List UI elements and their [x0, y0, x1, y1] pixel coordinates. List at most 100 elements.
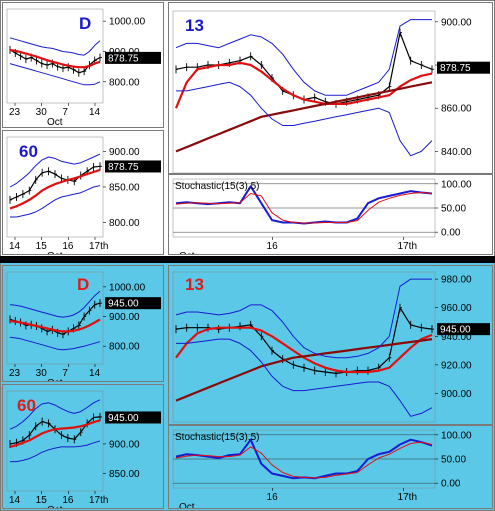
bot-13-svg: 980.00 960.00 940.00 920.00 900.00 945.00 13 — [172, 271, 490, 423]
y-tick-label: 900.00 — [441, 17, 472, 28]
stochastic-title: Stochastic(15(3),5) — [175, 181, 259, 192]
series-band_lower — [9, 63, 101, 86]
series-ma_long — [175, 81, 433, 153]
series-ma — [9, 168, 101, 210]
top-60-svg: 900.00 850.00 800.00 878.75 60 14 15 16 17th Oct — [6, 136, 161, 254]
x-sublabel: Oct — [47, 378, 63, 381]
x-tick-label: 14 — [89, 107, 101, 118]
x-tick-label: 16 — [267, 241, 279, 252]
stochastic-title: Stochastic(15(3),5) — [175, 432, 259, 443]
x-sublabel: Oct — [47, 117, 63, 127]
series-band_upper — [175, 19, 432, 96]
x-tick-label: 23 — [9, 107, 21, 118]
x-tick-label: 17th — [89, 241, 108, 252]
bottom-13min-chart[interactable]: 980.00 960.00 940.00 920.00 900.00 945.00 13 — [168, 265, 493, 425]
last-price-label: 878.75 — [108, 53, 139, 64]
series-band_upper — [9, 290, 101, 318]
x-tick-label: 16 — [267, 492, 279, 503]
series-ma — [174, 61, 433, 109]
bottom-60min-chart[interactable]: 900.00 850.00 945.00 60 14 15 16 17th Oct — [2, 384, 164, 509]
y-tick-label: 940.00 — [441, 332, 472, 343]
last-price-label: 945.00 — [108, 413, 139, 424]
bot-daily-svg: 1000.00 900.00 800.00 945.00 D 23 30 7 14 Oct — [6, 271, 161, 381]
series-stoch_d — [175, 192, 433, 224]
top-60min-chart[interactable]: 900.00 850.00 800.00 878.75 60 14 15 16 17th Oct — [2, 130, 164, 255]
y-tick-label: 0.00 — [441, 228, 461, 239]
last-price-label: 878.75 — [108, 162, 139, 173]
timeframe-title: 60 — [17, 396, 36, 415]
section-divider — [0, 256, 495, 263]
x-tick-label: 23 — [9, 368, 21, 379]
series-band_lower — [176, 81, 433, 157]
y-tick-label: 50.00 — [441, 204, 466, 215]
y-tick-label: 900.00 — [109, 147, 140, 158]
timeframe-title: 13 — [185, 275, 204, 294]
series-band_lower — [9, 336, 101, 351]
y-tick-label: 840.00 — [441, 147, 472, 158]
series-band_lower — [10, 440, 101, 463]
series-stoch_d — [175, 441, 433, 479]
last-price-label: 945.00 — [108, 299, 139, 310]
y-tick-label: 900.00 — [109, 312, 140, 323]
series-band_lower — [176, 338, 433, 417]
series-ma — [175, 326, 433, 374]
plot-frame — [172, 271, 436, 423]
y-tick-label: 1000.00 — [109, 17, 146, 28]
y-tick-label: 50.00 — [441, 455, 466, 466]
top-stochastic-chart[interactable]: 100.00 50.00 0.00 Stochastic(15(3),5) 16 17th… — [168, 174, 493, 255]
x-tick-label: 15 — [36, 495, 48, 506]
last-price-label: 878.75 — [440, 63, 471, 74]
x-tick-label: 14 — [9, 495, 21, 506]
last-price-box — [105, 160, 161, 173]
last-price-box — [105, 51, 161, 64]
y-tick-label: 980.00 — [441, 275, 472, 286]
x-tick-label: 15 — [36, 241, 48, 252]
x-tick-label: 17th — [89, 495, 108, 506]
x-tick-label: 30 — [36, 368, 48, 379]
series-price — [175, 32, 433, 105]
plot-frame — [6, 271, 104, 365]
y-tick-label: 800.00 — [109, 218, 140, 229]
bottom-daily-chart[interactable]: 1000.00 900.00 800.00 945.00 D 23 30 7 14 Oct — [2, 265, 164, 382]
last-price-box — [437, 61, 490, 74]
series-price — [9, 302, 101, 335]
series-ma — [9, 48, 101, 69]
series-ma — [9, 419, 101, 448]
bottom-stochastic-chart[interactable]: 100.00 50.00 0.00 Stochastic(15(3),5) 16 17th… — [168, 425, 493, 509]
y-tick-label: 960.00 — [441, 303, 472, 314]
plot-frame — [172, 10, 436, 173]
timeframe-title: D — [79, 14, 91, 33]
x-tick-label: 14 — [9, 241, 21, 252]
timeframe-title: D — [77, 275, 89, 294]
timeframe-title: 13 — [185, 16, 204, 35]
x-tick-label: 17th — [398, 241, 417, 252]
series-price — [9, 49, 101, 74]
y-tick-label: 800.00 — [109, 342, 140, 353]
series-band_upper — [175, 278, 432, 359]
last-price-box — [437, 323, 490, 336]
y-tick-label: 1000.00 — [109, 282, 146, 293]
plot-frame — [6, 390, 104, 492]
series-ma_long — [175, 338, 433, 402]
x-tick-label: 16 — [62, 241, 74, 252]
y-tick-label: 860.00 — [441, 104, 472, 115]
x-tick-label: 7 — [62, 107, 68, 118]
x-tick-label: 7 — [62, 368, 68, 379]
y-tick-label: 920.00 — [441, 360, 472, 371]
plot-frame — [6, 8, 104, 104]
x-tick-label: 17th — [398, 492, 417, 503]
x-tick-label: 14 — [89, 368, 101, 379]
y-tick-label: 850.00 — [109, 183, 140, 194]
top-stoch-svg: 100.00 50.00 0.00 Stochastic(15(3),5) 16 17th… — [172, 178, 472, 254]
y-tick-label: 0.00 — [441, 479, 461, 490]
last-price-box — [105, 297, 161, 310]
x-tick-label: 16 — [62, 495, 74, 506]
y-tick-label: 800.00 — [109, 77, 140, 88]
series-band_upper — [9, 399, 101, 430]
y-tick-label: 100.00 — [441, 430, 472, 441]
